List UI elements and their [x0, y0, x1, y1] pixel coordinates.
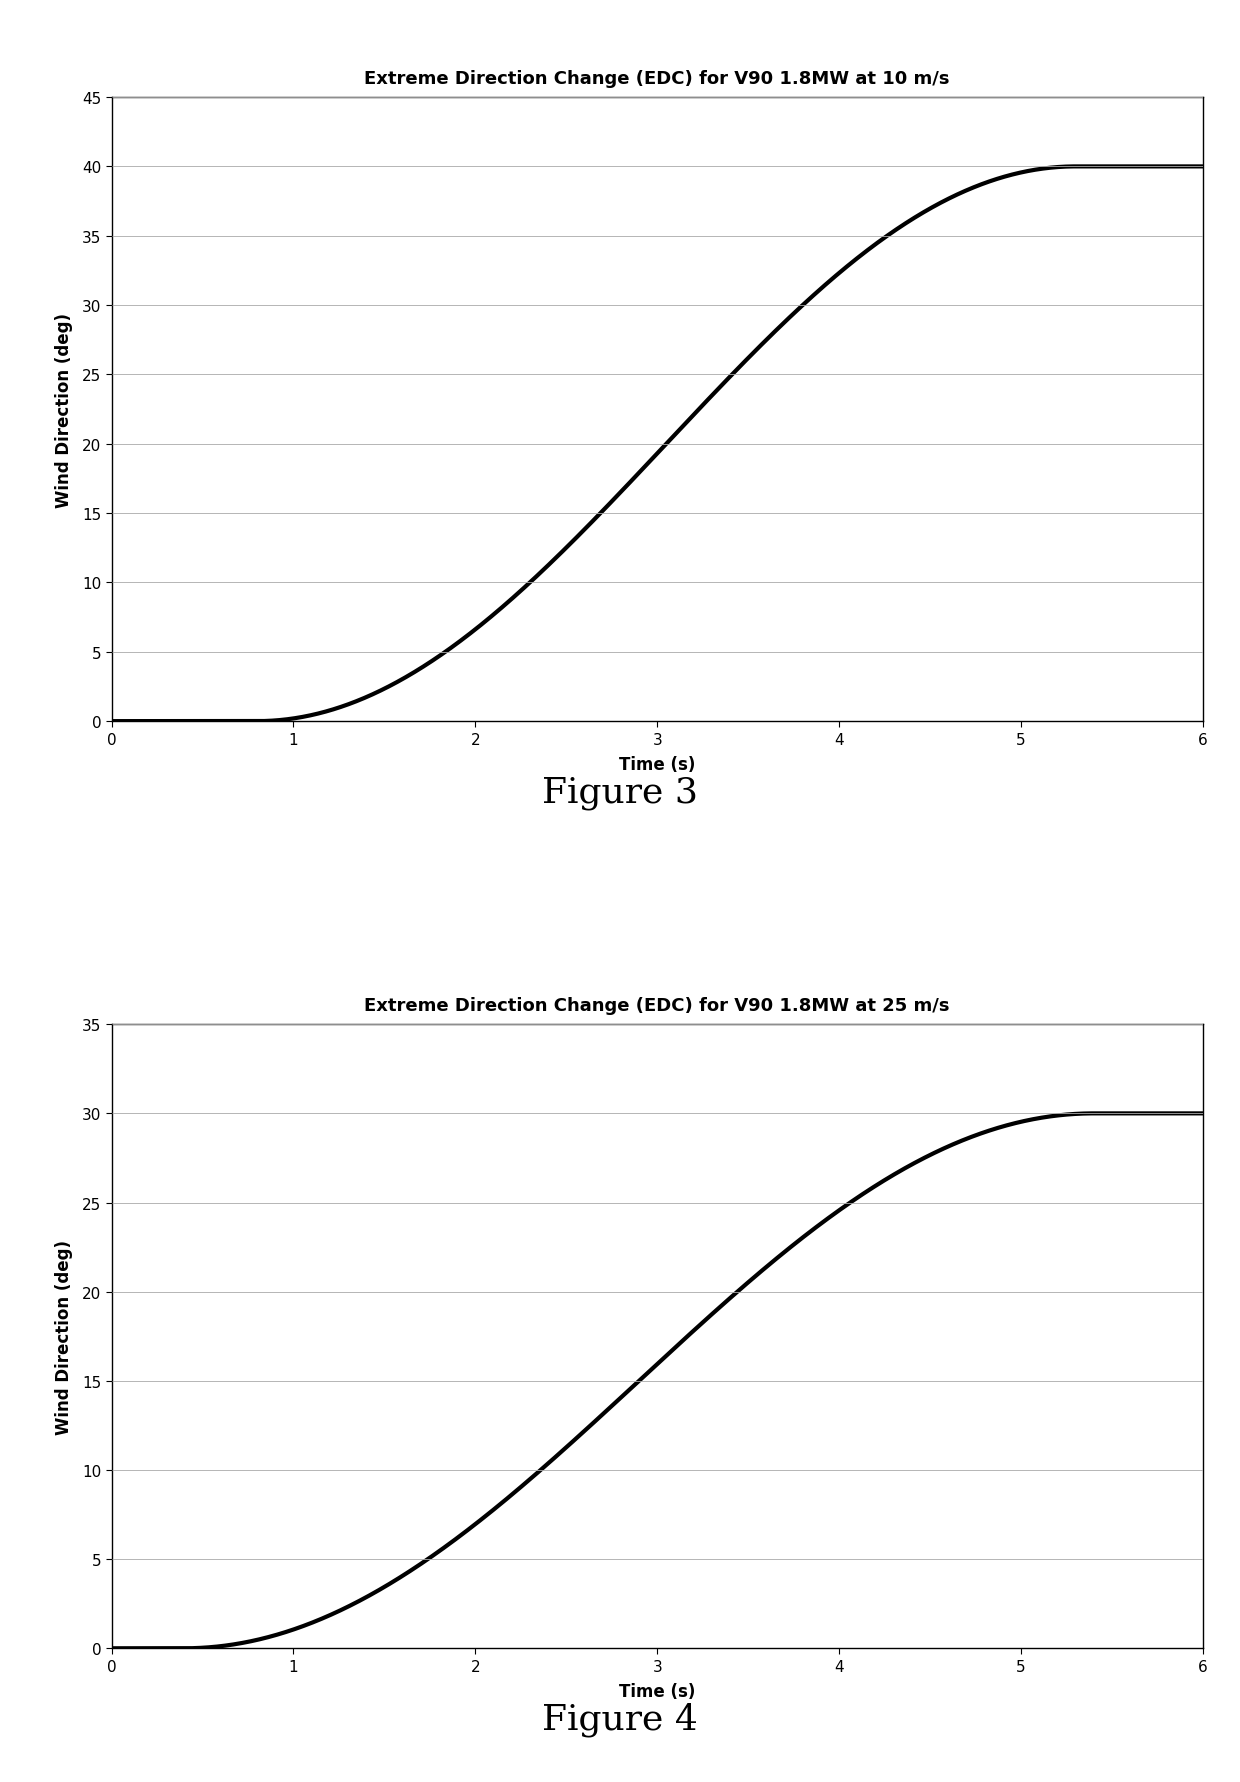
Title: Extreme Direction Change (EDC) for V90 1.8MW at 25 m/s: Extreme Direction Change (EDC) for V90 1…	[365, 996, 950, 1014]
Y-axis label: Wind Direction (deg): Wind Direction (deg)	[56, 1238, 73, 1435]
X-axis label: Time (s): Time (s)	[619, 756, 696, 773]
Title: Extreme Direction Change (EDC) for V90 1.8MW at 10 m/s: Extreme Direction Change (EDC) for V90 1…	[365, 69, 950, 87]
X-axis label: Time (s): Time (s)	[619, 1682, 696, 1700]
Text: Figure 3: Figure 3	[542, 775, 698, 809]
Y-axis label: Wind Direction (deg): Wind Direction (deg)	[56, 312, 73, 508]
Text: Figure 4: Figure 4	[542, 1702, 698, 1736]
